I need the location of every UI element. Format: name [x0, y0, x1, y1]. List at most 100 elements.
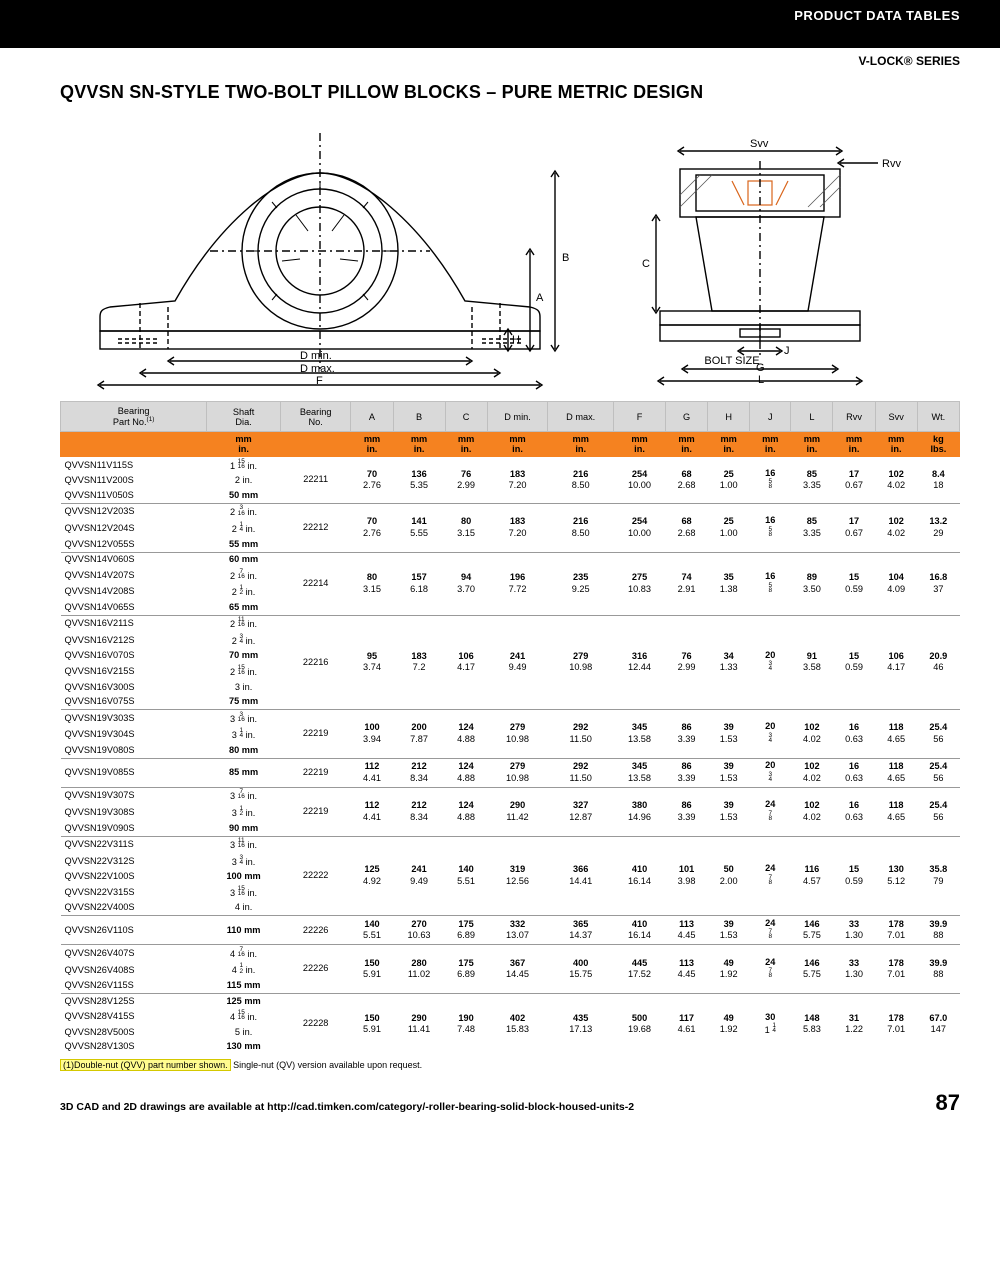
value-cell: 311.22: [833, 994, 875, 1055]
col-header: J: [750, 402, 791, 432]
value-cell: 1124.41: [351, 787, 393, 836]
value-cell: 331.30: [833, 945, 875, 994]
value-cell: 40015.75: [548, 945, 614, 994]
bearing-no: 22219: [280, 787, 351, 836]
value-cell: 25.456: [917, 758, 959, 787]
value-cell: 803.15: [351, 552, 393, 615]
value-cell: 29011.42: [487, 787, 548, 836]
bearing-no: 22228: [280, 994, 351, 1055]
value-cell: 1184.65: [875, 758, 917, 787]
part-number: QVVSN14V208S: [61, 584, 207, 601]
dim-J: J: [784, 345, 790, 357]
shaft-dia: 55 mm: [207, 537, 281, 552]
value-cell: 2478: [750, 787, 791, 836]
table-row: QVVSN22V311S3 1116 in.222221254.922419.4…: [61, 836, 960, 853]
value-cell: 491.92: [708, 945, 750, 994]
col-unit: mmin.: [791, 432, 833, 457]
part-number: QVVSN19V080S: [61, 743, 207, 758]
value-cell: 1044.09: [875, 552, 917, 615]
col-unit: mmin.: [487, 432, 548, 457]
value-cell: 36714.45: [487, 945, 548, 994]
value-cell: 1405.51: [445, 836, 487, 916]
shaft-dia: 2 1516 in.: [207, 663, 281, 680]
value-cell: 391.53: [708, 758, 750, 787]
col-unit: mmin.: [351, 432, 393, 457]
part-number: QVVSN16V212S: [61, 632, 207, 649]
bearing-no: 22222: [280, 836, 351, 916]
value-cell: 8.418: [917, 457, 959, 504]
value-cell: 1576.18: [393, 552, 445, 615]
value-cell: 1174.61: [666, 994, 708, 1055]
value-cell: 2478: [750, 916, 791, 945]
value-cell: 1405.51: [351, 916, 393, 945]
table-row: QVVSN14V060S60 mm22214803.151576.18943.7…: [61, 552, 960, 567]
table-row: QVVSN12V203S2 316 in.22212702.761415.558…: [61, 503, 960, 520]
value-cell: 2168.50: [548, 503, 614, 552]
section-label: PRODUCT DATA TABLES: [794, 8, 960, 23]
bearing-no: 22226: [280, 945, 351, 994]
value-cell: 1164.57: [791, 836, 833, 916]
diagram-front: B A H D min. D max. F: [60, 111, 580, 391]
shaft-dia: 3 1516 in.: [207, 884, 281, 901]
shaft-dia: 3 14 in.: [207, 727, 281, 744]
value-cell: 391.53: [708, 710, 750, 759]
value-cell: 702.76: [351, 503, 393, 552]
col-unit: mmin.: [708, 432, 750, 457]
col-unit: mmin.: [614, 432, 666, 457]
value-cell: 1244.88: [445, 710, 487, 759]
part-number: QVVSN19V304S: [61, 727, 207, 744]
part-number: QVVSN19V303S: [61, 710, 207, 727]
value-cell: 1756.89: [445, 916, 487, 945]
value-cell: 16.837: [917, 552, 959, 615]
value-cell: 150.59: [833, 836, 875, 916]
shaft-dia: 85 mm: [207, 758, 281, 787]
value-cell: 301 14: [750, 994, 791, 1055]
footnote: (1)Double-nut (QVV) part number shown. S…: [60, 1060, 960, 1070]
footnote-rest: Single-nut (QV) version available upon r…: [231, 1060, 423, 1070]
part-number: QVVSN19V085S: [61, 758, 207, 787]
value-cell: 2478: [750, 836, 791, 916]
shaft-dia: 2 716 in.: [207, 567, 281, 584]
value-cell: 2034: [750, 758, 791, 787]
value-cell: 35.879: [917, 836, 959, 916]
shaft-dia: 3 in.: [207, 680, 281, 695]
value-cell: 36514.37: [548, 916, 614, 945]
value-cell: 1787.01: [875, 916, 917, 945]
value-cell: 160.63: [833, 758, 875, 787]
dim-G: G: [756, 362, 765, 374]
table-row: QVVSN26V407S4 716 in.222261505.9128011.0…: [61, 945, 960, 962]
value-cell: 160.63: [833, 710, 875, 759]
value-cell: 1184.65: [875, 787, 917, 836]
shaft-dia: 4 716 in.: [207, 945, 281, 962]
value-cell: 2128.34: [393, 758, 445, 787]
footnote-highlight: (1)Double-nut (QVV) part number shown.: [60, 1059, 231, 1071]
value-cell: 863.39: [666, 758, 708, 787]
value-cell: 953.74: [351, 615, 393, 709]
col-header: H: [708, 402, 750, 432]
part-number: QVVSN19V307S: [61, 787, 207, 804]
shaft-dia: 130 mm: [207, 1040, 281, 1055]
value-cell: 2034: [750, 615, 791, 709]
part-number: QVVSN26V408S: [61, 962, 207, 979]
part-number: QVVSN19V308S: [61, 804, 207, 821]
shaft-dia: 4 12 in.: [207, 962, 281, 979]
dim-A: A: [536, 292, 544, 304]
value-cell: 913.58: [791, 615, 833, 709]
part-number: QVVSN16V075S: [61, 695, 207, 710]
value-cell: 853.35: [791, 503, 833, 552]
series-label: V-LOCK® SERIES: [0, 48, 1000, 70]
value-cell: 391.53: [708, 787, 750, 836]
value-cell: 29011.41: [393, 994, 445, 1055]
dim-B: B: [562, 252, 569, 264]
part-number: QVVSN22V315S: [61, 884, 207, 901]
value-cell: 1837.20: [487, 503, 548, 552]
value-cell: 1465.75: [791, 916, 833, 945]
part-number: QVVSN16V300S: [61, 680, 207, 695]
value-cell: 2128.34: [393, 787, 445, 836]
value-cell: 27010.63: [393, 916, 445, 945]
part-number: QVVSN22V400S: [61, 901, 207, 916]
value-cell: 1024.02: [791, 787, 833, 836]
diagram-row: B A H D min. D max. F: [60, 111, 960, 391]
shaft-dia: 2 14 in.: [207, 520, 281, 537]
col-unit: mmin.: [833, 432, 875, 457]
